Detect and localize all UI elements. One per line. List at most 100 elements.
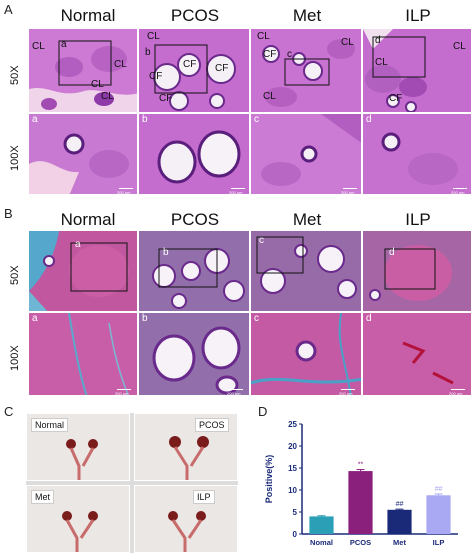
panel-b-pcos-100x: b 200 μm bbox=[138, 312, 250, 396]
he-tissue-image bbox=[251, 114, 361, 194]
panel-a-ilp-50x: CL CL CF d bbox=[362, 28, 472, 113]
scale-label: 200 μm bbox=[451, 190, 465, 195]
scale-bar bbox=[343, 188, 357, 189]
row-label-100x-a: 100X bbox=[9, 145, 21, 171]
scale-bar bbox=[117, 389, 131, 390]
panel-a-met-50x: CL CF CL CL c bbox=[250, 28, 362, 113]
label-cl: CL bbox=[114, 59, 127, 70]
masson-tissue-image bbox=[139, 231, 249, 311]
uterus-photo bbox=[135, 486, 237, 552]
scale-bar bbox=[231, 188, 245, 189]
label-cl: CL bbox=[32, 41, 45, 52]
panel-letter-a: A bbox=[4, 2, 13, 17]
label-cl: CL bbox=[91, 79, 104, 90]
photo-label-met: Met bbox=[31, 490, 55, 504]
inner-letter-b: b bbox=[142, 114, 148, 125]
label-cl: CL bbox=[101, 91, 114, 102]
scale-bar bbox=[119, 188, 133, 189]
masson-tissue-image bbox=[363, 313, 471, 395]
inset-letter-b: b bbox=[145, 47, 151, 58]
col-title-normal-a: Normal bbox=[60, 6, 116, 25]
inner-letter-d: d bbox=[366, 313, 372, 324]
inset-letter-c: c bbox=[287, 49, 292, 60]
label-cf: CF bbox=[263, 49, 277, 60]
panel-letter-b: B bbox=[4, 206, 13, 221]
photo-met: Met bbox=[26, 485, 130, 553]
y-tick-label: 5 bbox=[293, 508, 298, 517]
col-title-ilp-a: ILP bbox=[405, 6, 431, 25]
panel-a-ilp-100x: d 200 μm bbox=[362, 113, 472, 195]
panel-a-normal-100x: a 200 μm bbox=[28, 113, 138, 195]
col-title-ilp-b: ILP bbox=[405, 210, 431, 229]
photo-label-ilp: ILP bbox=[193, 490, 215, 504]
panel-b-normal-50x: a bbox=[28, 230, 138, 312]
he-tissue-image bbox=[29, 29, 137, 112]
row-label-50x-b: 50X bbox=[9, 265, 21, 285]
col-title-normal-b: Normal bbox=[60, 210, 116, 229]
inset-letter-d: d bbox=[375, 35, 381, 46]
x-tick-label: Met bbox=[393, 538, 406, 547]
bar-chart-svg: 0 5 10 15 20 25 Positive(%) Nomal ** PCOS ## Met ## I… bbox=[264, 420, 458, 547]
y-tick-label: 10 bbox=[288, 486, 297, 495]
scale-label: 200 μm bbox=[339, 391, 353, 396]
row-label-100x-b: 100X bbox=[9, 345, 21, 371]
scale-label: 200 μm bbox=[115, 391, 129, 396]
scale-label: 200 μm bbox=[117, 190, 131, 195]
label-cl: CL bbox=[375, 57, 388, 68]
bar-met bbox=[387, 509, 412, 534]
y-tick-label: 25 bbox=[288, 420, 297, 429]
inner-letter-d: d bbox=[366, 114, 372, 125]
scale-bar bbox=[451, 389, 465, 390]
masson-tissue-image bbox=[139, 313, 249, 395]
masson-tissue-image bbox=[363, 231, 471, 311]
label-cf: CF bbox=[389, 93, 403, 104]
panel-c-photo-grid: Normal PCOS Met ILP bbox=[26, 413, 238, 553]
scale-label: 200 μm bbox=[229, 190, 243, 195]
bar-nomal bbox=[309, 516, 334, 534]
inner-letter-a: a bbox=[32, 114, 38, 125]
scale-label: 200 μm bbox=[227, 391, 241, 396]
x-tick-label: PCOS bbox=[350, 538, 371, 547]
scale-bar bbox=[341, 389, 355, 390]
inset-letter-d: d bbox=[389, 247, 395, 258]
y-tick-label: 15 bbox=[288, 464, 297, 473]
inner-letter-a: a bbox=[32, 313, 38, 324]
masson-tissue-image bbox=[29, 313, 137, 395]
uterus-photo bbox=[135, 414, 237, 480]
inset-letter-b: b bbox=[163, 247, 169, 258]
panel-a-pcos-100x: b 200 μm bbox=[138, 113, 250, 195]
bar-ilp bbox=[426, 495, 451, 534]
masson-tissue-image bbox=[251, 231, 361, 311]
x-tick-label: ILP bbox=[433, 538, 445, 547]
x-tick-label: Nomal bbox=[310, 538, 333, 547]
bar-pcos bbox=[348, 471, 373, 534]
panel-letter-d: D bbox=[258, 404, 268, 419]
y-tick-label: 0 bbox=[293, 530, 298, 539]
scale-label: 200 μm bbox=[341, 190, 355, 195]
label-cl: CL bbox=[341, 37, 354, 48]
label-cf: CF bbox=[149, 71, 163, 82]
col-title-pcos-b: PCOS bbox=[170, 210, 220, 229]
label-cl: CL bbox=[263, 91, 276, 102]
he-tissue-image bbox=[363, 114, 471, 194]
inner-letter-b: b bbox=[142, 313, 148, 324]
masson-tissue-image bbox=[29, 231, 137, 311]
panel-b-ilp-100x: d 200 μm bbox=[362, 312, 472, 396]
inner-letter-c: c bbox=[254, 313, 259, 324]
col-title-met-a: Met bbox=[292, 6, 322, 25]
significance-label: ## bbox=[396, 501, 404, 508]
photo-label-pcos: PCOS bbox=[195, 418, 229, 432]
col-title-met-b: Met bbox=[292, 210, 322, 229]
panel-b-pcos-50x: b bbox=[138, 230, 250, 312]
panel-b-met-50x: c bbox=[250, 230, 362, 312]
panel-b-met-100x: c 200 μm bbox=[250, 312, 362, 396]
label-cf: CF bbox=[215, 63, 229, 74]
row-label-50x-a: 50X bbox=[9, 65, 21, 85]
panel-a-met-100x: c 200 μm bbox=[250, 113, 362, 195]
he-tissue-image bbox=[29, 114, 137, 194]
label-cl: CL bbox=[147, 31, 160, 42]
photo-normal: Normal bbox=[26, 413, 130, 481]
inset-letter-c: c bbox=[259, 235, 264, 246]
he-tissue-image bbox=[251, 29, 361, 112]
panel-b-normal-100x: a 200 μm bbox=[28, 312, 138, 396]
